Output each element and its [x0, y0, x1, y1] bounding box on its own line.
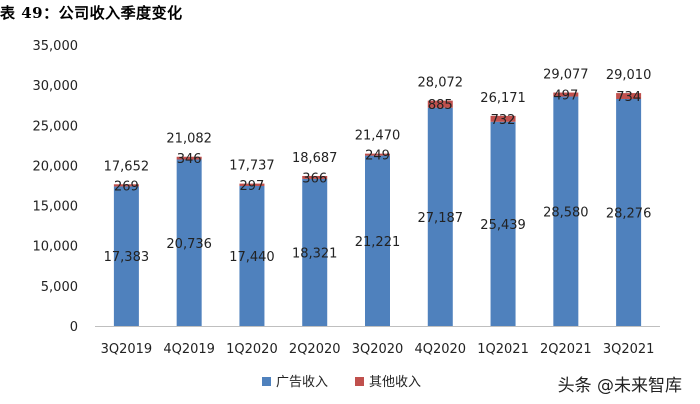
bar-segment-ad-revenue — [427, 107, 453, 326]
data-label-ad-revenue: 21,221 — [355, 235, 401, 250]
bar-segment-other-revenue — [553, 92, 579, 97]
bar-segment-ad-revenue — [616, 98, 642, 326]
legend: 广告收入 其他收入 — [262, 375, 421, 390]
data-label-ad-revenue: 27,187 — [418, 211, 464, 226]
x-tick-label: 4Q2019 — [163, 342, 215, 357]
bar-segment-other-revenue — [490, 115, 516, 122]
data-label-ad-revenue: 20,736 — [166, 237, 212, 252]
x-tick-label: 1Q2020 — [226, 342, 278, 357]
data-label-ad-revenue: 25,439 — [480, 218, 526, 233]
bar-segment-other-revenue — [616, 93, 642, 99]
y-tick-label: 25,000 — [33, 119, 79, 134]
data-label-ad-revenue: 17,383 — [104, 250, 150, 265]
data-label-total: 28,072 — [418, 76, 464, 91]
y-tick-label: 20,000 — [33, 159, 79, 174]
y-tick-label: 10,000 — [33, 240, 79, 255]
watermark-text: 头条 @未来智库 — [557, 376, 682, 396]
data-label-total: 21,082 — [166, 132, 212, 147]
bar-segment-other-revenue — [176, 156, 202, 160]
data-label-ad-revenue: 18,321 — [292, 246, 338, 261]
data-label-total: 17,652 — [104, 159, 150, 174]
data-label-other-revenue: 885 — [428, 98, 453, 113]
y-tick-label: 15,000 — [33, 200, 79, 215]
data-label-ad-revenue: 17,440 — [229, 250, 275, 265]
x-axis: 3Q2019 4Q2019 1Q2020 2Q2020 3Q2020 4Q2020 1Q20… — [95, 326, 660, 357]
bar-segment-ad-revenue — [176, 159, 202, 326]
data-label-other-revenue: 297 — [240, 179, 265, 194]
data-label-total: 26,171 — [480, 91, 526, 106]
data-label-other-revenue: 346 — [177, 152, 202, 167]
y-tick-label: 30,000 — [33, 79, 79, 94]
bar-segment-other-revenue — [427, 100, 453, 108]
bar-segment-other-revenue — [302, 175, 328, 179]
data-label-total: 21,470 — [355, 129, 401, 144]
y-tick-label: 0 — [70, 320, 78, 335]
data-label-ad-revenue: 28,276 — [606, 206, 652, 221]
x-tick-label: 2Q2021 — [540, 342, 592, 357]
bars — [113, 92, 642, 326]
data-label-total: 18,687 — [292, 151, 338, 166]
bar-segment-other-revenue — [113, 184, 139, 187]
bar-segment-ad-revenue — [239, 185, 265, 326]
legend-swatch — [262, 377, 271, 386]
bar-segment-ad-revenue — [113, 186, 139, 326]
bar-segment-ad-revenue — [365, 155, 390, 326]
y-tick-label: 35,000 — [33, 39, 79, 54]
bar-segment-other-revenue — [365, 153, 390, 156]
data-label-total: 29,077 — [543, 68, 589, 83]
bar-segment-ad-revenue — [490, 121, 516, 326]
data-label-other-revenue: 732 — [491, 113, 516, 128]
y-axis: 0 5,000 10,000 15,000 20,000 25,000 30,000 35,0… — [33, 39, 79, 335]
legend-label: 广告收入 — [276, 375, 328, 390]
x-tick-label: 3Q2020 — [352, 342, 404, 357]
bar-segment-ad-revenue — [302, 178, 328, 326]
x-tick-label: 1Q2021 — [477, 342, 529, 357]
bar-segment-other-revenue — [239, 183, 265, 186]
data-label-other-revenue: 497 — [553, 89, 578, 104]
data-label-ad-revenue: 28,580 — [543, 205, 589, 220]
bar-segment-ad-revenue — [553, 96, 579, 326]
data-label-total: 29,010 — [606, 68, 652, 83]
x-tick-label: 2Q2020 — [289, 342, 341, 357]
legend-label: 其他收入 — [369, 375, 421, 390]
data-label-other-revenue: 734 — [616, 90, 641, 105]
x-tick-label: 3Q2021 — [603, 342, 655, 357]
x-tick-label: 4Q2020 — [414, 342, 466, 357]
data-label-total: 17,737 — [229, 159, 275, 174]
data-labels: 17,383 269 17,652 20,736 346 21,082 17,440 297 1… — [104, 68, 652, 266]
y-tick-label: 5,000 — [41, 280, 78, 295]
data-label-other-revenue: 269 — [114, 179, 139, 194]
data-label-other-revenue: 366 — [302, 171, 327, 186]
page-title: 表 49：公司收入季度变化 — [0, 4, 183, 22]
data-label-other-revenue: 249 — [365, 149, 390, 164]
x-tick-label: 3Q2019 — [101, 342, 153, 357]
legend-swatch — [355, 377, 364, 386]
